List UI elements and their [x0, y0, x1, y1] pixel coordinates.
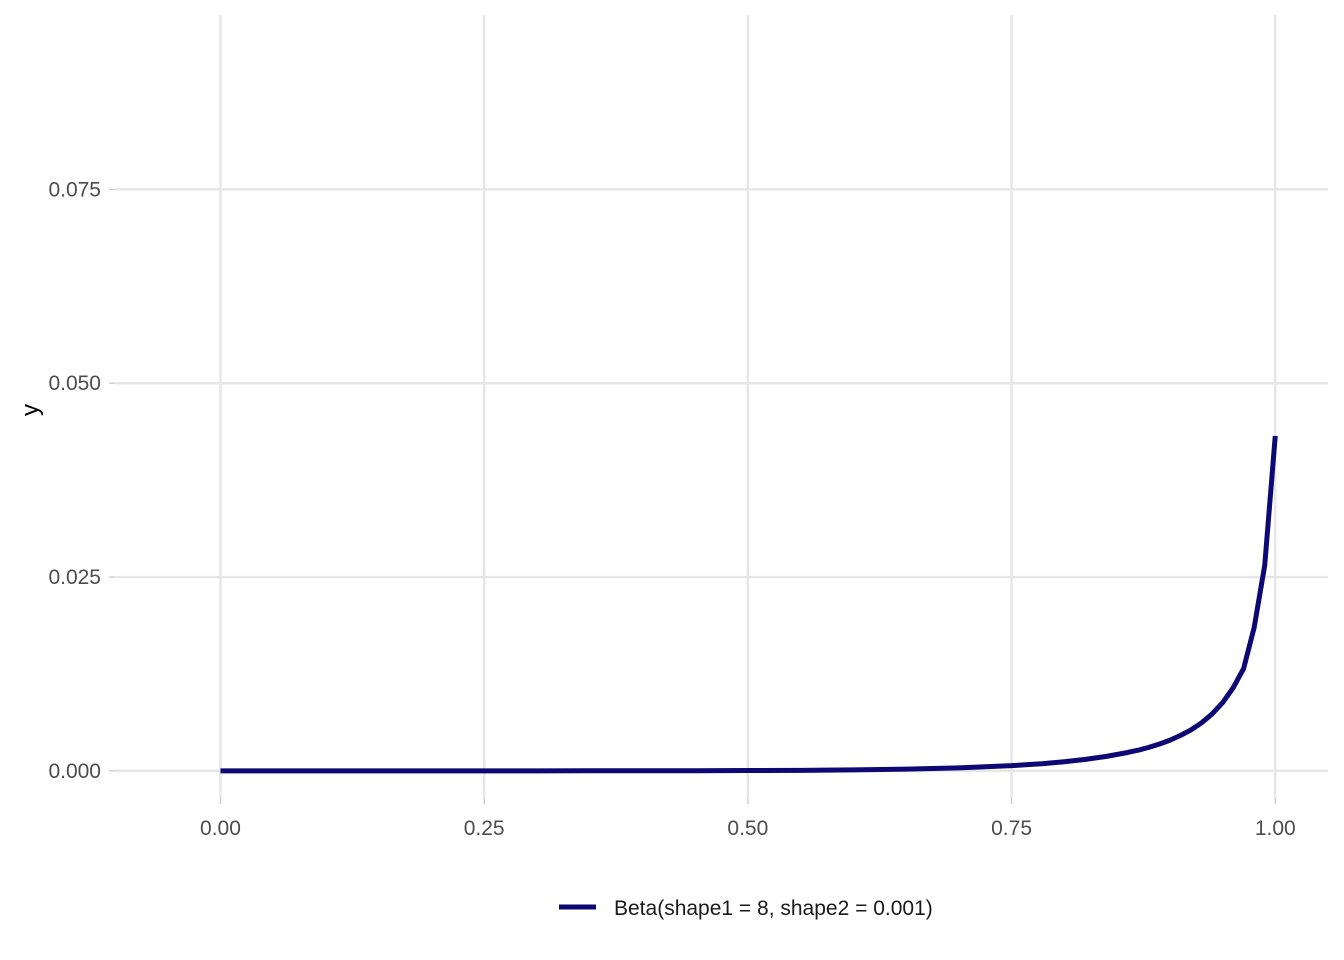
y-axis-label: y: [17, 404, 44, 416]
x-tick-label: 1.00: [1255, 817, 1296, 840]
legend[interactable]: Beta(shape1 = 8, shape2 = 0.001): [559, 897, 933, 920]
y-axis: 0.000 0.025 0.050 0.075: [48, 178, 115, 782]
grid-lines: [115, 15, 1328, 798]
y-tick-label: 0.000: [48, 760, 101, 783]
legend-label: Beta(shape1 = 8, shape2 = 0.001): [614, 897, 933, 920]
y-tick-label: 0.050: [48, 372, 101, 395]
x-tick-label: 0.00: [200, 817, 241, 840]
x-axis: 0.00 0.25 0.50 0.75 1.00: [200, 798, 1296, 840]
x-tick-label: 0.50: [727, 817, 768, 840]
y-tick-label: 0.025: [48, 566, 101, 589]
x-tick-label: 0.75: [991, 817, 1032, 840]
y-tick-label: 0.075: [48, 178, 101, 201]
x-tick-label: 0.25: [464, 817, 505, 840]
